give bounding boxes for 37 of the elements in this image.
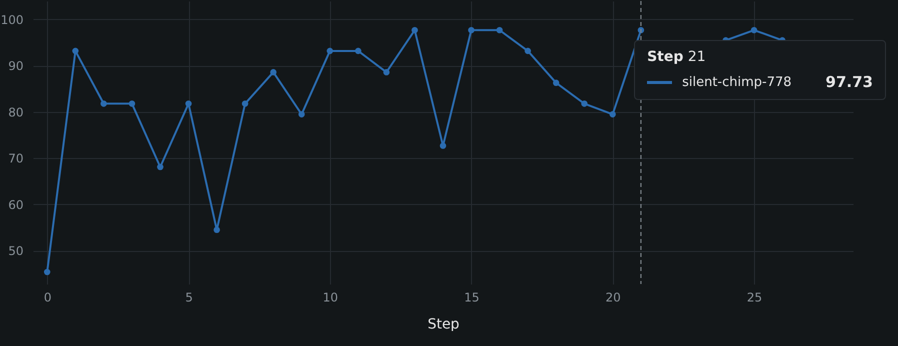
y-tick-label: 100 — [0, 12, 24, 27]
point — [185, 100, 192, 107]
point — [298, 111, 305, 118]
point — [100, 100, 107, 107]
x-tick-label: 20 — [606, 290, 621, 304]
point — [214, 226, 220, 234]
point — [326, 48, 334, 54]
x-tick-label: 25 — [746, 290, 762, 304]
x-tick-label: 0 — [44, 290, 52, 304]
point — [468, 26, 474, 34]
point — [270, 69, 277, 76]
x-tick-label: 5 — [185, 290, 193, 304]
point — [157, 164, 164, 170]
point — [383, 69, 390, 76]
point — [750, 26, 758, 34]
y-tick-label: 80 — [8, 105, 24, 120]
y-tick-label: 60 — [8, 198, 24, 212]
x-tick-label: 10 — [322, 290, 338, 304]
point — [412, 26, 418, 34]
point — [128, 100, 136, 107]
point — [72, 48, 79, 54]
legend-title: Step 21 — [647, 49, 707, 65]
point — [496, 26, 503, 34]
point — [355, 48, 362, 54]
point — [552, 80, 560, 86]
point — [242, 100, 248, 107]
point — [524, 48, 531, 54]
legend-label: silent-chimp-778 — [682, 74, 792, 90]
annotation: 97.73 — [826, 73, 873, 91]
point — [581, 100, 588, 107]
x-tick-label: 15 — [464, 290, 480, 304]
y-tick-label: 70 — [8, 152, 24, 166]
y-tick-label: 50 — [8, 244, 24, 258]
y-tick-label: 90 — [8, 59, 24, 74]
point — [44, 268, 50, 276]
point — [609, 111, 616, 118]
point — [440, 142, 446, 149]
